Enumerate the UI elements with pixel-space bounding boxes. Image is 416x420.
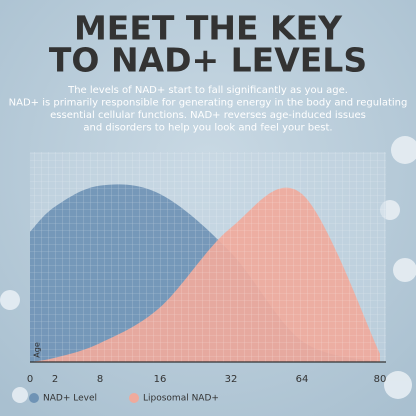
description-line: essential cellular functions. NAD+ rever… — [50, 110, 366, 121]
grid — [30, 152, 386, 362]
legend-swatch — [29, 393, 39, 403]
x-tick-label: 16 — [154, 374, 167, 385]
x-tick-label: 64 — [296, 374, 309, 385]
legend-swatch — [129, 393, 139, 403]
title: TO NAD+ LEVELS — [49, 41, 367, 80]
x-axis-label: Age — [33, 342, 42, 358]
description-line: The levels of NAD+ start to fall signifi… — [67, 85, 348, 96]
x-tick-label: 0 — [27, 374, 33, 385]
legend: NAD+ Level Liposomal NAD+ — [29, 393, 219, 404]
title: MEET THE KEY — [74, 9, 343, 48]
description: The levels of NAD+ start to fall signifi… — [9, 85, 408, 134]
legend-label: Liposomal NAD+ — [143, 394, 219, 404]
description-line: NAD+ is primarily responsible for genera… — [9, 98, 408, 109]
legend-label: NAD+ Level — [43, 394, 97, 404]
x-tick-label: 80 — [374, 374, 387, 385]
x-ticks: 0 2 8 16 32 64 80 — [27, 374, 387, 385]
x-tick-label: 32 — [225, 374, 238, 385]
description-line: and disorders to help you look and feel … — [83, 123, 332, 134]
x-tick-label: 8 — [97, 374, 103, 385]
x-tick-label: 2 — [52, 374, 58, 385]
